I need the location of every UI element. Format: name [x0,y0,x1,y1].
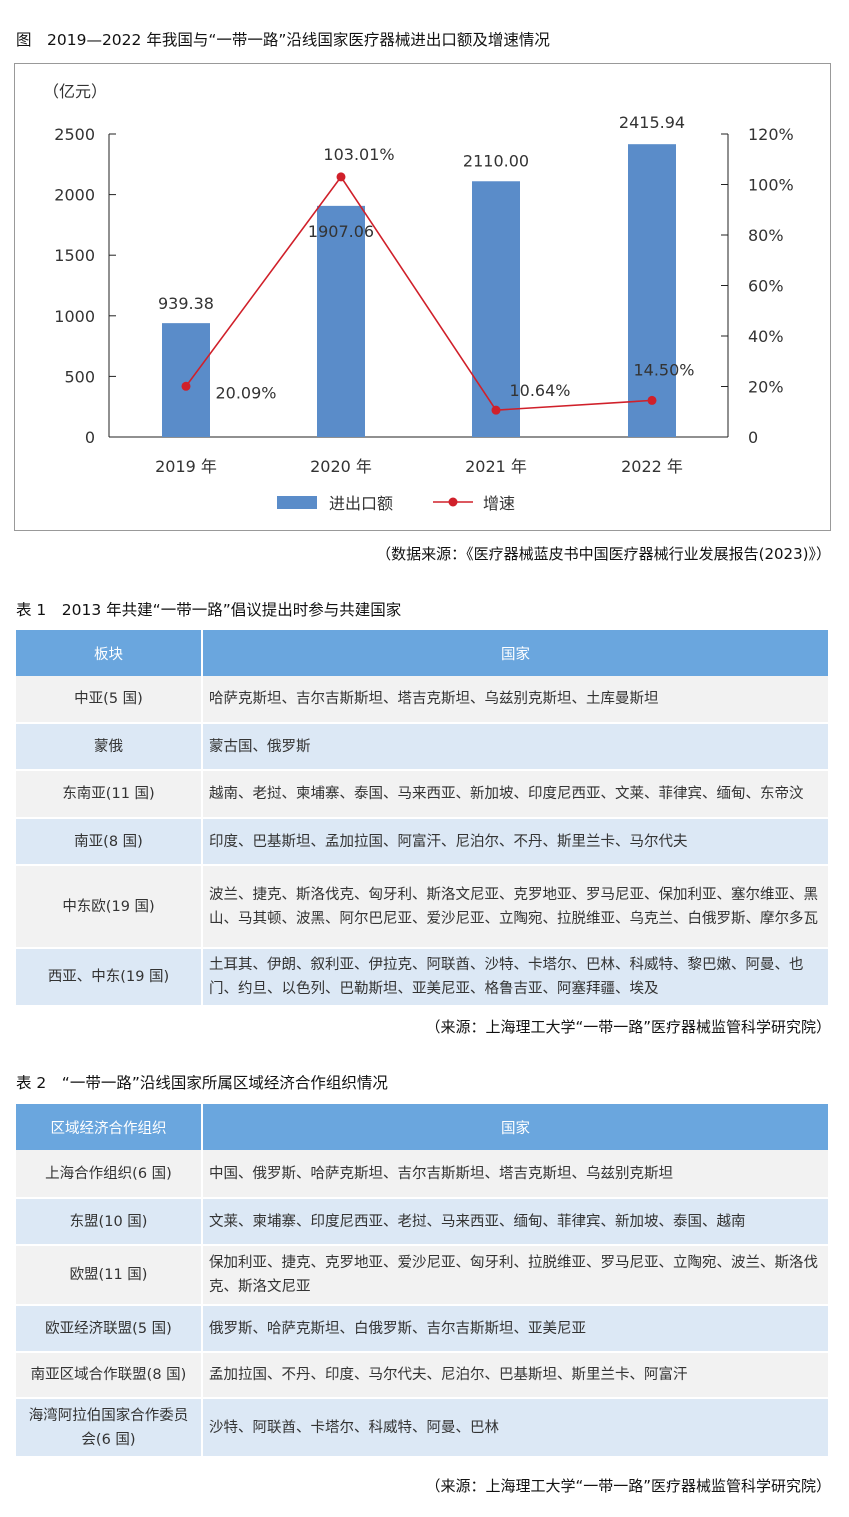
figure-source: （数据来源：《医疗器械蓝皮书中国医疗器械行业发展报告(2023)》） [376,545,831,563]
bar [162,323,210,437]
table-row: 东南亚(11 国) 越南、老挝、柬埔寨、泰国、马来西亚、新加坡、印度尼西亚、文莱… [16,770,830,819]
growth-point [647,395,657,405]
column-header: 国家 [202,630,830,676]
region-cell: 东南亚(11 国) [16,770,203,819]
table2-source: （来源：上海理工大学“一带一路”医疗器械监管科学研究院） [425,1477,831,1495]
region-cell: 中东欧(19 国) [16,865,203,949]
region-cell: 南亚区域合作联盟(8 国) [16,1352,203,1399]
y2-tick-label: 20% [748,378,784,397]
countries-cell: 保加利亚、捷克、克罗地亚、爱沙尼亚、匈牙利、拉脱维亚、罗马尼亚、立陶宛、波兰、斯… [202,1245,830,1306]
y-tick-label: 1000 [54,307,95,326]
table-header-row: 区域经济合作组织 国家 [16,1104,830,1150]
countries-cell: 孟加拉国、不丹、印度、马尔代夫、尼泊尔、巴基斯坦、斯里兰卡、阿富汗 [202,1352,830,1399]
legend-line-label: 增速 [483,494,515,513]
table2: 区域经济合作组织 国家 上海合作组织(6 国) 中国、俄罗斯、哈萨克斯坦、吉尔吉斯… [16,1104,830,1458]
table-row: 东盟(10 国) 文莱、柬埔寨、印度尼西亚、老挝、马来西亚、缅甸、菲律宾、新加坡… [16,1198,830,1246]
bar-value-label: 2110.00 [463,151,529,170]
bar-value-label: 1907.06 [308,222,374,241]
region-cell: 蒙俄 [16,723,203,771]
countries-cell: 波兰、捷克、斯洛伐克、匈牙利、斯洛文尼亚、克罗地亚、罗马尼亚、保加利亚、塞尔维亚… [202,865,830,949]
countries-cell: 蒙古国、俄罗斯 [202,723,830,771]
y2-tick-label: 100% [748,176,794,195]
y-tick-label: 1500 [54,246,95,265]
region-cell: 西亚、中东(19 国) [16,948,203,1007]
region-cell: 中亚(5 国) [16,676,203,724]
table-row: 中东欧(19 国) 波兰、捷克、斯洛伐克、匈牙利、斯洛文尼亚、克罗地亚、罗马尼亚… [16,865,830,949]
growth-point [181,381,191,391]
y2-tick-label: 120% [748,125,794,144]
table2-caption: 表 2 “一带一路”沿线国家所属区域经济合作组织情况 [16,1074,388,1092]
region-cell: 欧盟(11 国) [16,1245,203,1306]
y-tick-label: 2000 [54,186,95,205]
x-tick-label: 2019 年 [155,457,217,476]
growth-point [336,172,346,182]
y2-tick-label: 0 [748,428,758,447]
column-header: 板块 [16,630,203,676]
table-row: 西亚、中东(19 国) 土耳其、伊朗、叙利亚、伊拉克、阿联酋、沙特、卡塔尔、巴林… [16,948,830,1007]
growth-line [185,175,653,411]
table-row: 南亚(8 国) 印度、巴基斯坦、孟加拉国、阿富汗、尼泊尔、不丹、斯里兰卡、马尔代… [16,818,830,866]
column-header: 国家 [202,1104,830,1150]
bar [472,181,520,437]
region-cell: 欧亚经济联盟(5 国) [16,1305,203,1353]
bar-value-label: 939.38 [158,294,214,313]
growth-value-label: 10.64% [509,381,570,400]
bar [317,205,365,437]
y-tick-label: 2500 [54,125,95,144]
growth-point [491,405,501,415]
x-tick-label: 2020 年 [310,457,372,476]
countries-cell: 土耳其、伊朗、叙利亚、伊拉克、阿联酋、沙特、卡塔尔、巴林、科威特、黎巴嫩、阿曼、… [202,948,830,1007]
growth-value-label: 20.09% [215,383,276,402]
table1-caption: 表 1 2013 年共建“一带一路”倡议提出时参与共建国家 [16,601,402,619]
countries-cell: 俄罗斯、哈萨克斯坦、白俄罗斯、吉尔吉斯斯坦、亚美尼亚 [202,1305,830,1353]
region-cell: 上海合作组织(6 国) [16,1150,203,1199]
countries-cell: 中国、俄罗斯、哈萨克斯坦、吉尔吉斯斯坦、塔吉克斯坦、乌兹别克斯坦 [202,1150,830,1199]
table-header-row: 板块 国家 [16,630,830,676]
legend-bar-label: 进出口额 [329,494,393,513]
y2-tick-label: 40% [748,327,784,346]
y2-tick-label: 80% [748,226,784,245]
table-row: 欧盟(11 国) 保加利亚、捷克、克罗地亚、爱沙尼亚、匈牙利、拉脱维亚、罗马尼亚… [16,1245,830,1306]
growth-value-label: 103.01% [323,145,394,164]
table-row: 上海合作组织(6 国) 中国、俄罗斯、哈萨克斯坦、吉尔吉斯斯坦、塔吉克斯坦、乌兹… [16,1150,830,1199]
legend-line-marker [448,497,458,507]
bar-line-chart: （亿元） 0 500 1000 1500 2000 2500 0 20% 40% 60% 80% 100… [43,82,794,513]
table-row: 中亚(5 国) 哈萨克斯坦、吉尔吉斯斯坦、塔吉克斯坦、乌兹别克斯坦、土库曼斯坦 [16,676,830,724]
growth-value-label: 14.50% [633,360,694,379]
y-tick-label: 0 [85,428,95,447]
bar [628,144,676,437]
unit-label: （亿元） [43,82,107,101]
table-row: 海湾阿拉伯国家合作委员会(6 国) 沙特、阿联酋、卡塔尔、科威特、阿曼、巴林 [16,1398,830,1458]
column-header: 区域经济合作组织 [16,1104,203,1150]
region-cell: 南亚(8 国) [16,818,203,866]
countries-cell: 文莱、柬埔寨、印度尼西亚、老挝、马来西亚、缅甸、菲律宾、新加坡、泰国、越南 [202,1198,830,1246]
y-tick-label: 500 [64,367,95,386]
table-row: 南亚区域合作联盟(8 国) 孟加拉国、不丹、印度、马尔代夫、尼泊尔、巴基斯坦、斯… [16,1352,830,1399]
x-tick-label: 2022 年 [621,457,683,476]
table1: 板块 国家 中亚(5 国) 哈萨克斯坦、吉尔吉斯斯坦、塔吉克斯坦、乌兹别克斯坦、土… [16,630,830,1007]
figure-caption: 图 2019—2022 年我国与“一带一路”沿线国家医疗器械进出口额及增速情况 [16,31,550,49]
region-cell: 东盟(10 国) [16,1198,203,1246]
region-cell: 海湾阿拉伯国家合作委员会(6 国) [16,1398,203,1458]
legend-bar-swatch [277,496,317,509]
countries-cell: 哈萨克斯坦、吉尔吉斯斯坦、塔吉克斯坦、乌兹别克斯坦、土库曼斯坦 [202,676,830,724]
countries-cell: 越南、老挝、柬埔寨、泰国、马来西亚、新加坡、印度尼西亚、文莱、菲律宾、缅甸、东帝… [202,770,830,819]
chart-frame: （亿元） 0 500 1000 1500 2000 2500 0 20% 40% 60% 80% 100… [14,63,831,531]
countries-cell: 沙特、阿联酋、卡塔尔、科威特、阿曼、巴林 [202,1398,830,1458]
table-row: 欧亚经济联盟(5 国) 俄罗斯、哈萨克斯坦、白俄罗斯、吉尔吉斯斯坦、亚美尼亚 [16,1305,830,1353]
table-row: 蒙俄 蒙古国、俄罗斯 [16,723,830,771]
x-tick-label: 2021 年 [465,457,527,476]
bar-value-label: 2415.94 [619,113,685,132]
y2-tick-label: 60% [748,277,784,296]
countries-cell: 印度、巴基斯坦、孟加拉国、阿富汗、尼泊尔、不丹、斯里兰卡、马尔代夫 [202,818,830,866]
table1-source: （来源：上海理工大学“一带一路”医疗器械监管科学研究院） [425,1018,831,1036]
